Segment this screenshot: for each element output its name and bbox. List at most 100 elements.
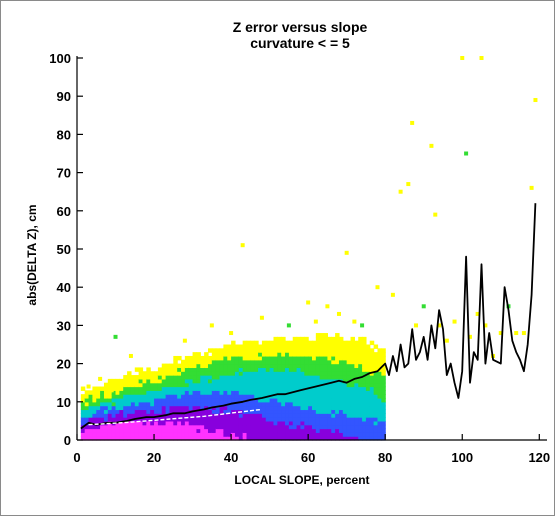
heatmap-cell <box>146 432 151 437</box>
heatmap-cell <box>238 397 244 403</box>
heatmap-cell <box>219 409 224 414</box>
heatmap-cell <box>130 401 136 407</box>
heatmap-cell <box>342 359 348 365</box>
heatmap-cell <box>350 359 355 365</box>
heatmap-cell <box>127 405 132 411</box>
heatmap-cell <box>300 378 305 384</box>
heatmap-cell <box>238 401 244 407</box>
heatmap-cell <box>300 371 305 376</box>
heatmap-cell <box>369 390 375 395</box>
heatmap-cell <box>219 432 224 437</box>
heatmap-cell <box>192 413 198 418</box>
outlier-point <box>406 182 411 187</box>
heatmap-cell <box>377 390 382 395</box>
heatmap-cell <box>258 428 263 433</box>
heatmap-cell <box>358 355 363 361</box>
heatmap-cell <box>338 397 344 403</box>
heatmap-cell <box>192 405 198 411</box>
heatmap-cell <box>377 409 382 414</box>
heatmap-cell <box>304 390 309 395</box>
heatmap-cell <box>181 394 186 399</box>
heatmap-cell <box>335 375 340 380</box>
heatmap-cell <box>308 405 313 411</box>
heatmap-cell <box>350 348 355 353</box>
heatmap-cell <box>362 355 367 361</box>
heatmap-cell <box>265 355 271 361</box>
heatmap-cell <box>281 401 286 407</box>
heatmap-cell <box>130 409 136 414</box>
y-tick-label: 60 <box>57 204 71 219</box>
heatmap-cell <box>181 371 186 376</box>
heatmap-cell <box>96 386 101 391</box>
heatmap-cell <box>358 367 363 372</box>
heatmap-cell <box>365 428 371 433</box>
heatmap-cell <box>315 333 321 338</box>
heatmap-cell <box>234 432 240 437</box>
heatmap-cell <box>342 436 348 441</box>
heatmap-cell <box>327 378 332 384</box>
heatmap-cell <box>269 405 275 411</box>
heatmap-cell <box>281 386 286 391</box>
heatmap-cell <box>377 359 382 365</box>
heatmap-cell <box>323 348 329 353</box>
heatmap-cell <box>146 401 151 407</box>
heatmap-cell <box>331 394 336 399</box>
heatmap-cell <box>138 417 144 422</box>
heatmap-cell <box>273 352 278 357</box>
heatmap-cell <box>196 390 201 395</box>
heatmap-cell <box>215 405 221 411</box>
heatmap-cell <box>315 355 321 361</box>
heatmap-cell <box>312 394 317 399</box>
heatmap-cell <box>157 436 163 441</box>
heatmap-cell <box>242 420 248 426</box>
heatmap-cell <box>154 409 159 414</box>
heatmap-cell <box>246 432 251 437</box>
heatmap-cell <box>161 424 167 430</box>
heatmap-cell <box>304 348 309 353</box>
heatmap-cell <box>211 352 217 357</box>
heatmap-cell <box>269 432 275 437</box>
heatmap-cell <box>134 420 140 426</box>
heatmap-cell <box>80 436 86 441</box>
heatmap-cell <box>331 417 336 422</box>
heatmap-cell <box>219 394 224 399</box>
heatmap-cell <box>346 382 352 388</box>
heatmap-cell <box>165 405 171 411</box>
heatmap-cell <box>331 413 336 418</box>
heatmap-cell <box>346 340 352 346</box>
heatmap-cell <box>354 428 359 433</box>
heatmap-cell <box>177 401 182 407</box>
heatmap-cell <box>281 432 286 437</box>
heatmap-cell <box>373 436 379 441</box>
heatmap-cell <box>211 428 217 433</box>
heatmap-cell <box>119 401 124 407</box>
heatmap-cell <box>107 413 113 418</box>
heatmap-cell <box>207 397 213 403</box>
heatmap-cell <box>127 401 132 407</box>
heatmap-cell <box>296 386 302 391</box>
heatmap-cell <box>315 390 321 395</box>
heatmap-cell <box>273 397 278 403</box>
heatmap-cell <box>115 390 120 395</box>
heatmap-cell <box>254 340 259 346</box>
heatmap-cell <box>127 375 132 380</box>
heatmap-cell <box>335 420 340 426</box>
heatmap-cell <box>277 359 282 365</box>
heatmap-cell <box>319 405 325 411</box>
heatmap-cell <box>342 424 348 430</box>
heatmap-cell <box>350 390 355 395</box>
heatmap-cell <box>169 363 174 369</box>
heatmap-cell <box>173 375 178 380</box>
heatmap-cell <box>154 378 159 384</box>
heatmap-cell <box>242 355 248 361</box>
heatmap-cell <box>107 390 113 395</box>
heatmap-cell <box>365 363 371 369</box>
heatmap-cell <box>338 432 344 437</box>
heatmap-cell <box>142 424 147 430</box>
heatmap-cell <box>346 397 352 403</box>
heatmap-cell <box>277 382 282 388</box>
heatmap-cell <box>312 417 317 422</box>
heatmap-cell <box>157 397 163 403</box>
heatmap-cell <box>285 359 290 365</box>
heatmap-cell <box>365 401 371 407</box>
